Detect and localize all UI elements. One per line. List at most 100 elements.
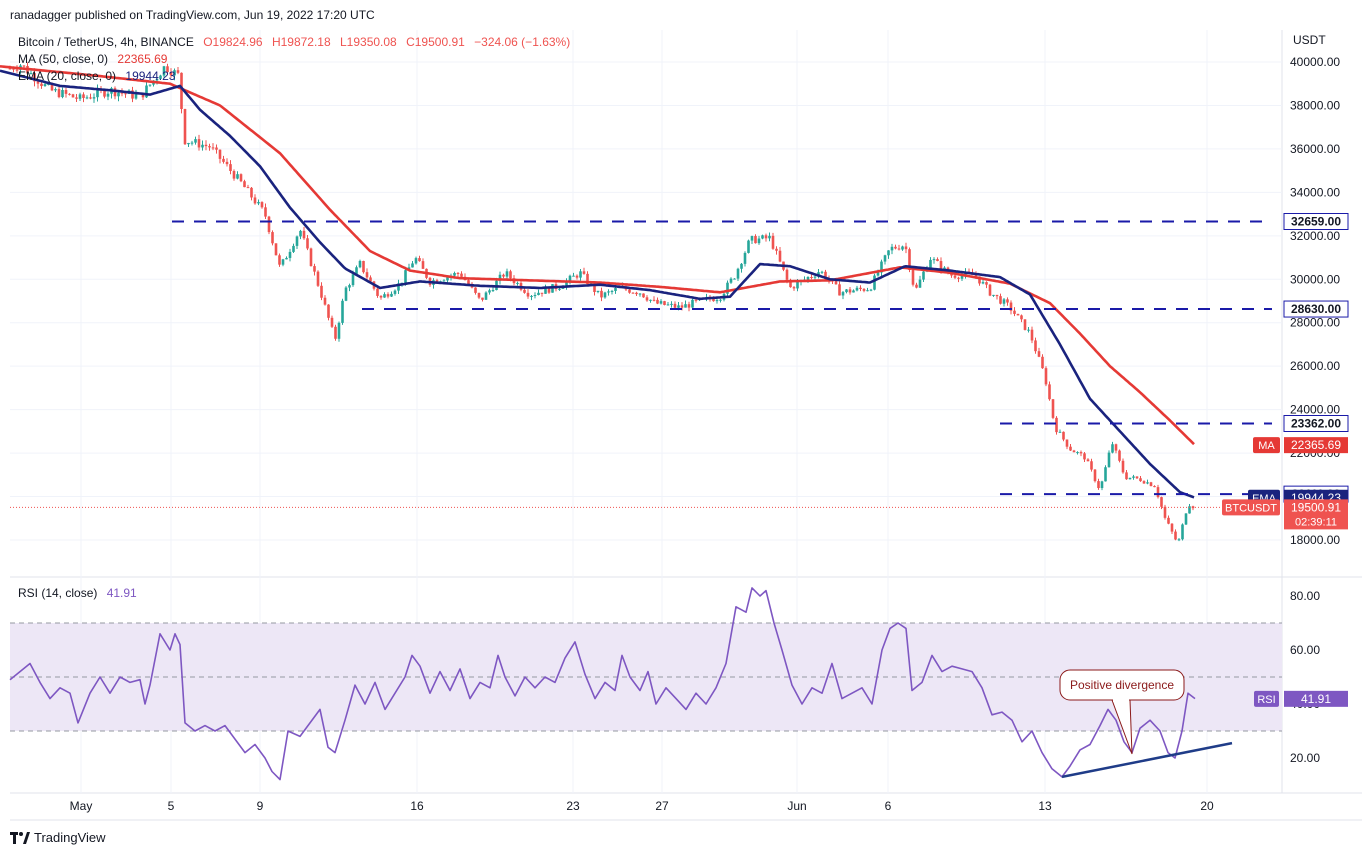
candle-body [1034, 340, 1037, 352]
candle-body [813, 276, 817, 278]
price-tick-label: 28000.00 [1290, 316, 1340, 330]
candle-body [341, 300, 344, 323]
candle-body [414, 258, 418, 264]
candle-body [880, 261, 883, 273]
candle-body [540, 292, 544, 294]
candle-body [208, 146, 211, 148]
price-tick-label: 24000.00 [1290, 403, 1340, 417]
ma-value-tag [1284, 437, 1348, 454]
candle-body [1139, 478, 1142, 482]
candle-body [995, 294, 999, 297]
candle-body [50, 84, 54, 91]
candle-body [572, 275, 575, 277]
candle-body [978, 276, 981, 284]
candle-body [68, 93, 71, 95]
candle-body [516, 282, 519, 284]
rsi-value-tag [1284, 690, 1348, 707]
candle-body [1156, 487, 1160, 498]
candle-body [204, 144, 208, 147]
candle-body [1055, 417, 1058, 433]
price-tick-label: 30000.00 [1290, 272, 1340, 286]
candle-body [173, 70, 176, 76]
candle-body [320, 285, 323, 298]
candle-body [747, 240, 750, 253]
candle-body [134, 94, 138, 99]
candle-body [64, 90, 68, 94]
candle-body [824, 271, 827, 280]
candle-body [1107, 452, 1111, 468]
candle-body [1002, 299, 1006, 304]
price-tick-label: 32000.00 [1290, 229, 1340, 243]
candle-body [677, 305, 680, 308]
candle-body [932, 259, 936, 261]
time-tick-label: May [70, 799, 93, 813]
candle-body [694, 299, 698, 301]
candle-body [358, 260, 362, 268]
candle-body [1132, 476, 1135, 478]
candle-body [834, 280, 838, 285]
candle-body [659, 301, 663, 304]
candle-body [505, 271, 509, 277]
candle-body [687, 304, 691, 308]
candle-body [386, 294, 390, 297]
candle-body [890, 246, 894, 251]
time-tick-label: 13 [1038, 799, 1052, 813]
price-tick-label: 36000.00 [1290, 142, 1340, 156]
candle-body [467, 280, 470, 285]
candle-body [481, 297, 484, 300]
tradingview-logo[interactable]: TradingView [10, 830, 106, 845]
time-tick-label: 16 [410, 799, 424, 813]
candle-body [1065, 439, 1069, 447]
candle-body [327, 304, 330, 318]
candle-body [477, 292, 481, 298]
candle-body [985, 282, 988, 285]
time-tick-label: 23 [566, 799, 580, 813]
candle-body [442, 280, 446, 282]
candle-body [187, 142, 190, 145]
level-price-label: 28630.00 [1291, 302, 1341, 316]
candle-body [166, 66, 169, 73]
candle-body [295, 236, 299, 246]
annotation-label: Positive divergence [1070, 678, 1174, 692]
candle-body [526, 292, 530, 297]
candle-body [243, 181, 246, 188]
candle-body [596, 290, 600, 293]
candle-body [183, 109, 187, 145]
candle-body [680, 305, 684, 308]
level-price-tag [1283, 414, 1349, 432]
candle-body [652, 299, 656, 301]
candle-body [22, 65, 26, 67]
candle-body [649, 299, 652, 301]
candle-body [330, 317, 334, 327]
candle-body [712, 299, 715, 302]
candle-body [390, 293, 393, 297]
last-price-label: 19500.91 [1291, 500, 1341, 514]
candle-body [246, 187, 250, 189]
candle-body [607, 291, 610, 293]
candle-body [876, 272, 880, 276]
candle-body [362, 260, 365, 273]
candle-body [743, 252, 747, 264]
candle-body [610, 290, 614, 292]
price-tick-label: 38000.00 [1290, 98, 1340, 112]
candle-body [988, 284, 992, 296]
candle-body [614, 287, 617, 291]
ema-legend: EMA (20, close, 0) 19944.23 [18, 69, 175, 83]
candle-body [267, 216, 271, 233]
candle-body [334, 326, 337, 339]
candle-body [211, 147, 215, 149]
candle-body [1125, 472, 1128, 480]
candle-body [1104, 467, 1107, 482]
level-price-label: 23362.00 [1291, 416, 1341, 430]
candle-body [1041, 356, 1044, 369]
candle-body [218, 149, 222, 159]
candle-body [306, 238, 309, 249]
candle-body [1027, 329, 1030, 331]
candle-body [904, 246, 908, 250]
candle-body [922, 271, 925, 280]
tradingview-icon [10, 831, 30, 844]
candle-body [446, 277, 449, 281]
candle-body [1163, 506, 1167, 518]
candle-body [715, 300, 719, 302]
